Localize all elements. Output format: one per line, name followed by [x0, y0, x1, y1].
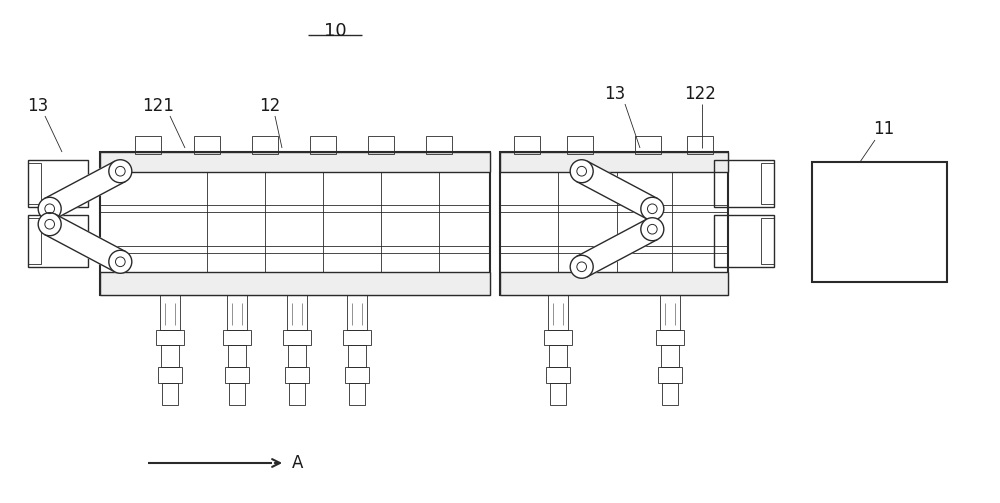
Bar — [28, 215, 88, 267]
Bar — [223, 330, 251, 345]
Bar — [347, 295, 367, 330]
Bar — [761, 218, 774, 264]
Polygon shape — [44, 214, 126, 272]
Bar — [343, 330, 371, 345]
Circle shape — [38, 213, 61, 236]
Circle shape — [641, 197, 664, 220]
Bar — [567, 136, 593, 154]
Bar — [662, 383, 678, 405]
Circle shape — [109, 250, 132, 273]
Bar — [549, 345, 567, 367]
Bar — [28, 163, 41, 204]
Bar — [544, 330, 572, 345]
Bar — [100, 152, 490, 172]
Bar — [288, 345, 306, 367]
Bar — [761, 163, 774, 204]
Bar — [368, 136, 394, 154]
Bar — [546, 367, 570, 383]
Bar — [156, 330, 184, 345]
Text: 122: 122 — [684, 85, 716, 103]
Bar — [228, 345, 246, 367]
Bar — [500, 272, 728, 295]
Circle shape — [38, 197, 61, 220]
Bar — [285, 367, 309, 383]
Polygon shape — [44, 161, 126, 219]
Bar — [687, 136, 713, 154]
Bar — [500, 152, 728, 295]
Bar — [310, 136, 336, 154]
Bar — [194, 136, 220, 154]
Bar — [714, 160, 774, 207]
Bar — [426, 136, 452, 154]
Bar — [656, 330, 684, 345]
Bar — [348, 345, 366, 367]
Bar — [252, 136, 278, 154]
Bar — [714, 215, 774, 267]
Bar — [500, 152, 728, 172]
Bar — [287, 295, 307, 330]
Bar — [283, 330, 311, 345]
Bar — [514, 136, 540, 154]
Bar — [661, 345, 679, 367]
Text: 11: 11 — [873, 120, 895, 138]
Circle shape — [570, 160, 593, 183]
Text: A: A — [292, 454, 303, 472]
Bar — [548, 295, 568, 330]
Polygon shape — [576, 161, 658, 219]
Bar — [345, 367, 369, 383]
Circle shape — [570, 256, 593, 278]
Circle shape — [641, 218, 664, 241]
Bar — [349, 383, 365, 405]
Bar — [660, 295, 680, 330]
Bar — [229, 383, 245, 405]
Text: 13: 13 — [604, 85, 626, 103]
Bar — [289, 383, 305, 405]
Bar — [635, 136, 661, 154]
Bar — [162, 383, 178, 405]
Bar — [28, 160, 88, 207]
Bar — [550, 383, 566, 405]
Bar — [28, 218, 41, 264]
Bar — [135, 136, 161, 154]
Circle shape — [109, 160, 132, 183]
Text: 10: 10 — [324, 22, 346, 40]
Text: 121: 121 — [142, 97, 174, 115]
Bar — [161, 345, 179, 367]
Text: 13: 13 — [27, 97, 49, 115]
Bar — [100, 272, 490, 295]
Bar — [227, 295, 247, 330]
Bar — [225, 367, 249, 383]
Bar — [812, 162, 947, 282]
Bar — [100, 152, 490, 295]
Text: 12: 12 — [259, 97, 281, 115]
Bar — [158, 367, 182, 383]
Bar — [160, 295, 180, 330]
Polygon shape — [576, 219, 658, 277]
Bar — [658, 367, 682, 383]
